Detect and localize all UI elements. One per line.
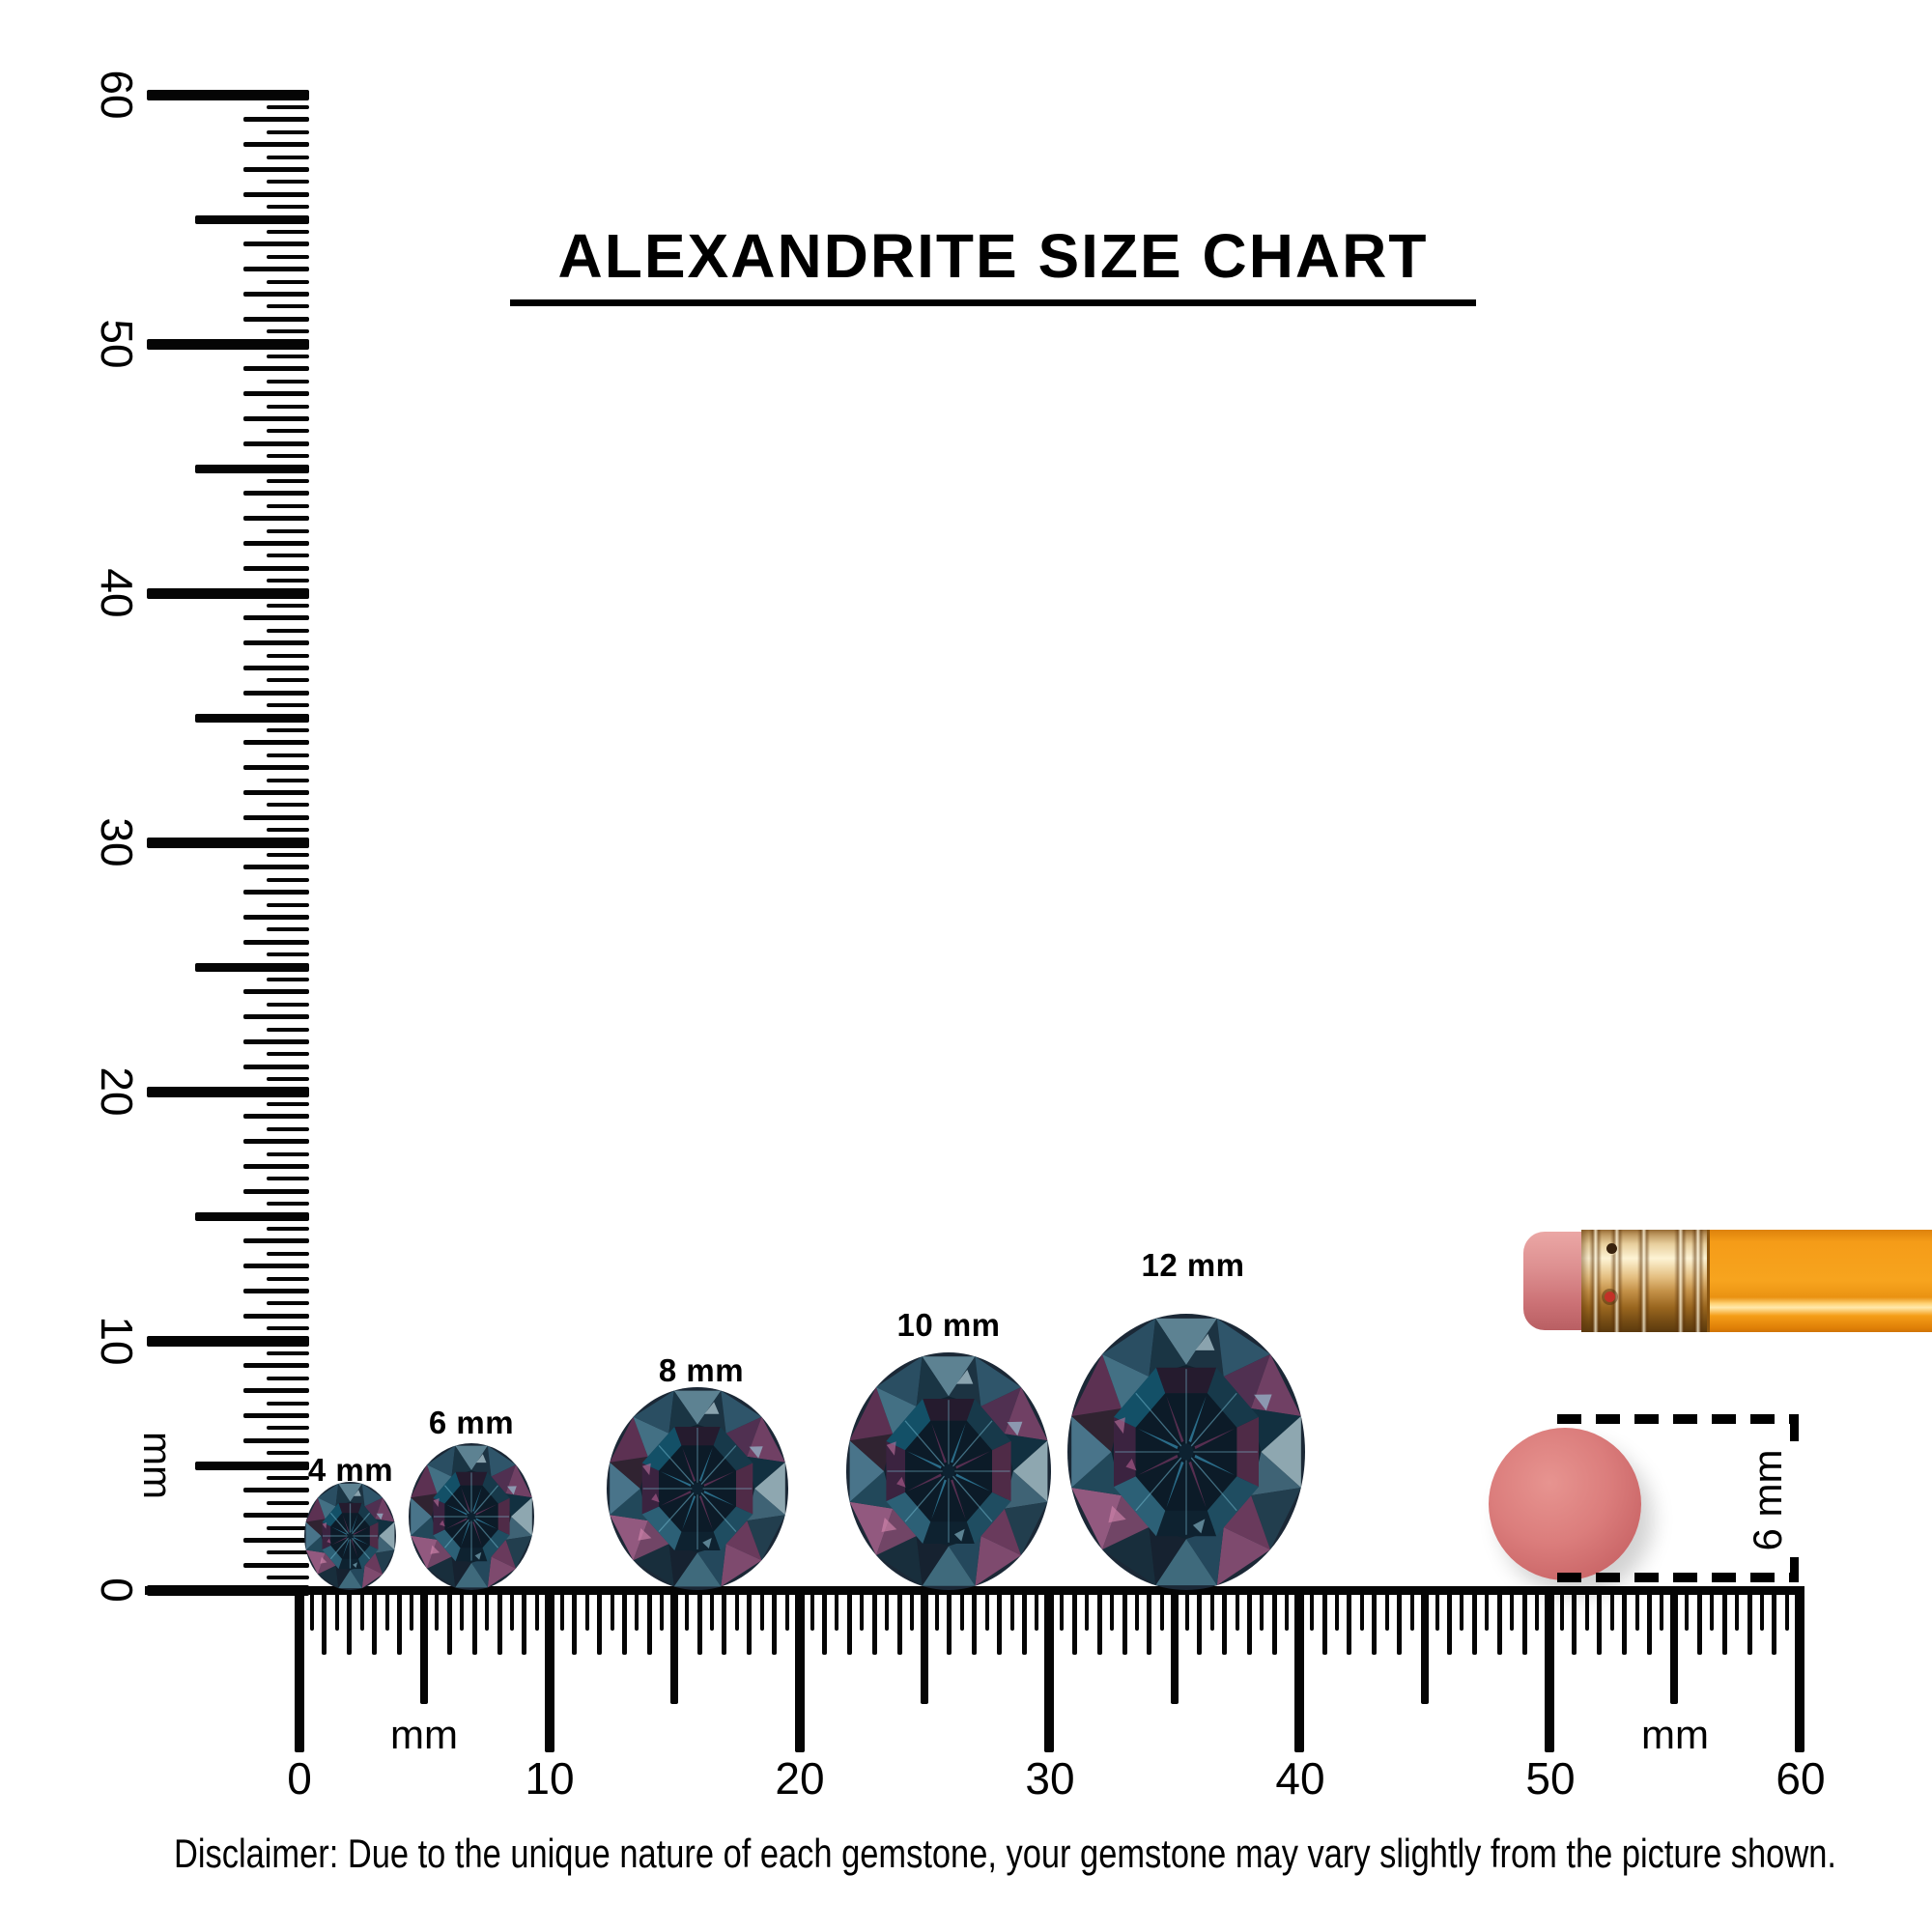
ferrule-crimp-ring bbox=[1589, 1230, 1602, 1332]
gem-illustration bbox=[846, 1352, 1051, 1590]
vruler-label-50: 50 bbox=[92, 319, 142, 369]
title-underline bbox=[510, 299, 1476, 306]
callout-dash-stub-top bbox=[1790, 1418, 1799, 1441]
hruler-unit-label-left: mm bbox=[390, 1712, 458, 1757]
vruler-label-60: 60 bbox=[92, 70, 142, 120]
hruler-label-20: 20 bbox=[775, 1753, 825, 1804]
ferrule-crimp-ring bbox=[1610, 1230, 1623, 1332]
vruler-label-30: 30 bbox=[92, 817, 142, 867]
gem-label-4mm: 4 mm bbox=[307, 1452, 394, 1488]
gem-4mm bbox=[304, 1482, 396, 1590]
pencil-body bbox=[1707, 1230, 1932, 1332]
gem-8mm bbox=[607, 1387, 788, 1590]
pencil-eraser-tip bbox=[1523, 1232, 1583, 1330]
gem-illustration bbox=[607, 1387, 788, 1590]
pencil bbox=[1521, 1230, 1932, 1332]
gem-illustration bbox=[304, 1482, 396, 1590]
vruler-label-0: 0 bbox=[92, 1577, 142, 1603]
hruler-label-40: 40 bbox=[1275, 1753, 1325, 1804]
callout-dashed-line-top bbox=[1557, 1414, 1799, 1424]
gem-illustration bbox=[409, 1443, 534, 1590]
vruler-unit-label: mm bbox=[135, 1432, 181, 1499]
ferrule-crimp-ring bbox=[1691, 1230, 1704, 1332]
hruler-unit-label-right: mm bbox=[1641, 1712, 1709, 1757]
callout-dash-stub-bottom bbox=[1790, 1557, 1799, 1580]
ferrule-crimp-ring bbox=[1637, 1230, 1650, 1332]
gem-label-8mm: 8 mm bbox=[658, 1352, 745, 1388]
hruler-label-0: 0 bbox=[287, 1753, 312, 1804]
gem-label-6mm: 6 mm bbox=[428, 1405, 515, 1440]
vruler-label-40: 40 bbox=[92, 568, 142, 618]
pencil-ferrule bbox=[1581, 1230, 1707, 1332]
hruler-label-60: 60 bbox=[1776, 1753, 1826, 1804]
ferrule-red-dot bbox=[1605, 1292, 1615, 1302]
callout-dashed-line-bottom bbox=[1557, 1573, 1799, 1582]
gem-12mm bbox=[1067, 1314, 1305, 1590]
disclaimer-text: Disclaimer: Due to the unique nature of … bbox=[174, 1831, 1836, 1876]
ferrule-rivet-dot bbox=[1606, 1243, 1617, 1254]
page-title: ALEXANDRITE SIZE CHART bbox=[557, 221, 1429, 291]
gem-6mm bbox=[409, 1443, 534, 1590]
vruler-label-10: 10 bbox=[92, 1316, 142, 1366]
hruler-label-30: 30 bbox=[1025, 1753, 1075, 1804]
gem-label-10mm: 10 mm bbox=[896, 1307, 1001, 1343]
gem-label-12mm: 12 mm bbox=[1141, 1247, 1245, 1283]
eraser-size-callout-label: 6 mm bbox=[1745, 1449, 1790, 1551]
hruler-label-10: 10 bbox=[525, 1753, 575, 1804]
gem-illustration bbox=[1067, 1314, 1305, 1590]
gem-10mm bbox=[846, 1352, 1051, 1590]
ferrule-crimp-ring bbox=[1674, 1230, 1687, 1332]
vruler-label-20: 20 bbox=[92, 1066, 142, 1117]
eraser-top-view-circle bbox=[1489, 1428, 1641, 1580]
hruler-label-50: 50 bbox=[1525, 1753, 1576, 1804]
